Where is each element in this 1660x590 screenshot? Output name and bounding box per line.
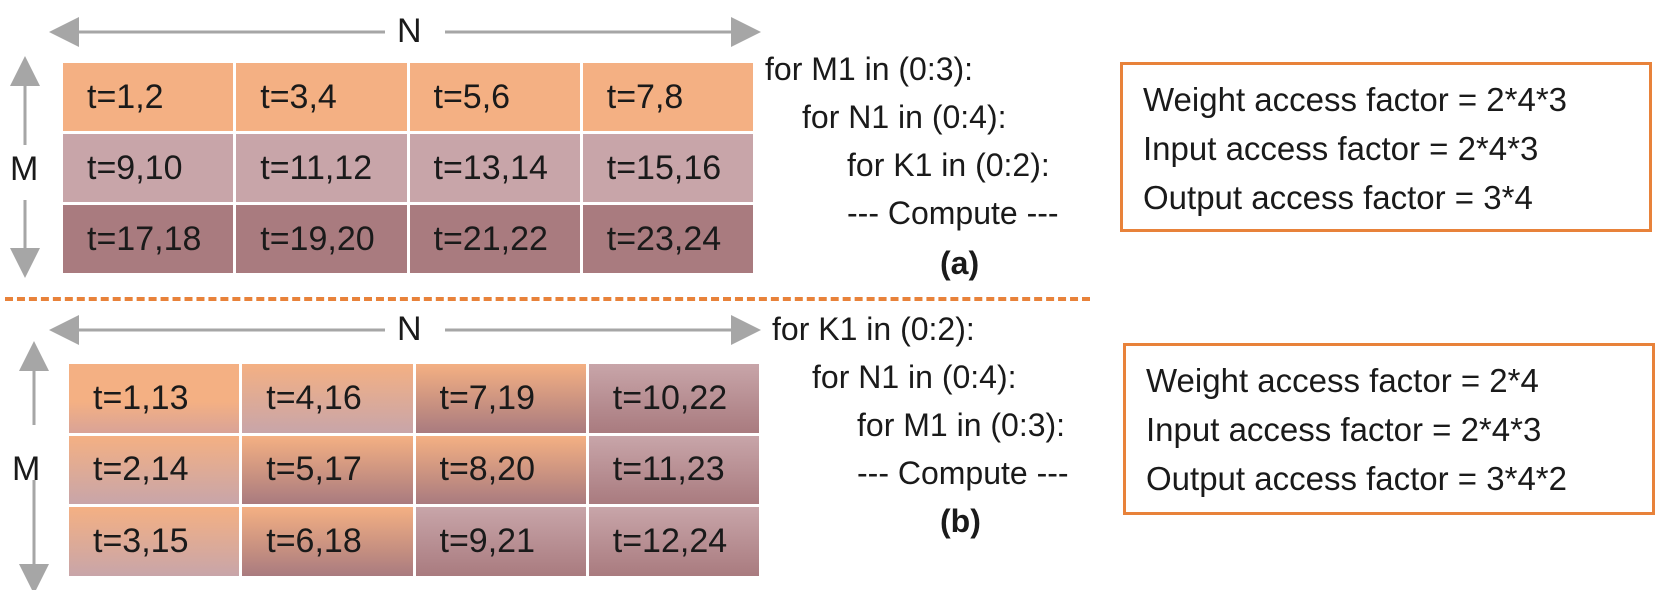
tile-cell: t=13,14	[409, 134, 580, 202]
tile-cell: t=3,4	[236, 63, 407, 131]
tile-cell: t=11,23	[588, 435, 759, 505]
m-axis-label: M	[12, 450, 41, 488]
loop-line: --- Compute ---	[847, 195, 1059, 231]
loop-line: for K1 in (0:2):	[772, 311, 975, 347]
tile-grid-a: t=1,2 t=3,4 t=5,6 t=7,8 t=9,10 t=11,12 t…	[63, 63, 753, 273]
tile-cell: t=8,20	[415, 435, 586, 505]
access-factor-box-b: Weight access factor = 2*4 Input access …	[1123, 343, 1655, 515]
dashed-divider	[5, 297, 1090, 301]
panel-a: N M t=1,2 t=3,4 t=5,6 t=7,8 t=9,10 t=11,…	[0, 0, 1660, 290]
tile-cell: t=19,20	[236, 205, 407, 273]
output-access-factor: Output access factor = 3*4	[1143, 179, 1533, 216]
n-axis-label: N	[397, 12, 422, 50]
tile-cell: t=1,2	[63, 63, 234, 131]
loop-code-a: for M1 in (0:3): for N1 in (0:4): for K1…	[0, 0, 1059, 288]
weight-access-factor: Weight access factor = 2*4*3	[1143, 81, 1568, 118]
tile-cell: t=2,14	[69, 435, 240, 505]
tile-cell: t=1,13	[69, 364, 240, 433]
tile-cell: t=4,16	[242, 364, 413, 433]
loop-line: --- Compute ---	[857, 455, 1069, 491]
input-access-factor: Input access factor = 2*4*3	[1143, 130, 1539, 167]
tile-cell: t=15,16	[582, 134, 753, 202]
m-axis-label: M	[10, 150, 39, 188]
tile-cell: t=10,22	[588, 364, 759, 433]
tile-cell: t=7,19	[415, 364, 586, 433]
access-factor-box-a: Weight access factor = 2*4*3 Input acces…	[1120, 62, 1652, 232]
n-axis-label: N	[397, 310, 422, 348]
output-access-factor: Output access factor = 3*4*2	[1146, 460, 1567, 497]
tile-grid-b: t=1,13 t=4,16 t=7,19 t=10,22 t=2,14 t=5,…	[69, 364, 759, 576]
tile-cell: t=6,18	[242, 507, 413, 576]
tile-cell: t=5,17	[242, 435, 413, 505]
loop-line: for M1 in (0:3):	[765, 51, 974, 87]
loop-line: for N1 in (0:4):	[802, 99, 1007, 135]
axis-arrows-b	[19, 315, 761, 590]
panel-b: N M t=1,13 t=4,16 t=7,19 t=10,22 t=2,14 …	[0, 300, 1660, 590]
tile-cell: t=7,8	[582, 63, 753, 131]
tile-cell: t=23,24	[582, 205, 753, 273]
loop-line: for N1 in (0:4):	[812, 359, 1017, 395]
tile-cell: t=11,12	[236, 134, 407, 202]
tile-cell: t=9,21	[415, 507, 586, 576]
loop-line: for M1 in (0:3):	[857, 407, 1066, 443]
tile-cell: t=3,15	[69, 507, 240, 576]
weight-access-factor: Weight access factor = 2*4	[1146, 362, 1539, 399]
tile-cell: t=12,24	[588, 507, 759, 576]
tile-cell: t=17,18	[63, 205, 234, 273]
panel-label-a: (a)	[940, 245, 980, 281]
tile-cell: t=9,10	[63, 134, 234, 202]
axis-arrows-a	[9, 17, 761, 278]
input-access-factor: Input access factor = 2*4*3	[1146, 411, 1542, 448]
loop-line: for K1 in (0:2):	[847, 147, 1050, 183]
tile-cell: t=21,22	[409, 205, 580, 273]
loop-code-b: for K1 in (0:2): for N1 in (0:4): for M1…	[0, 300, 1069, 588]
panel-label-b: (b)	[940, 503, 981, 539]
tile-cell: t=5,6	[409, 63, 580, 131]
